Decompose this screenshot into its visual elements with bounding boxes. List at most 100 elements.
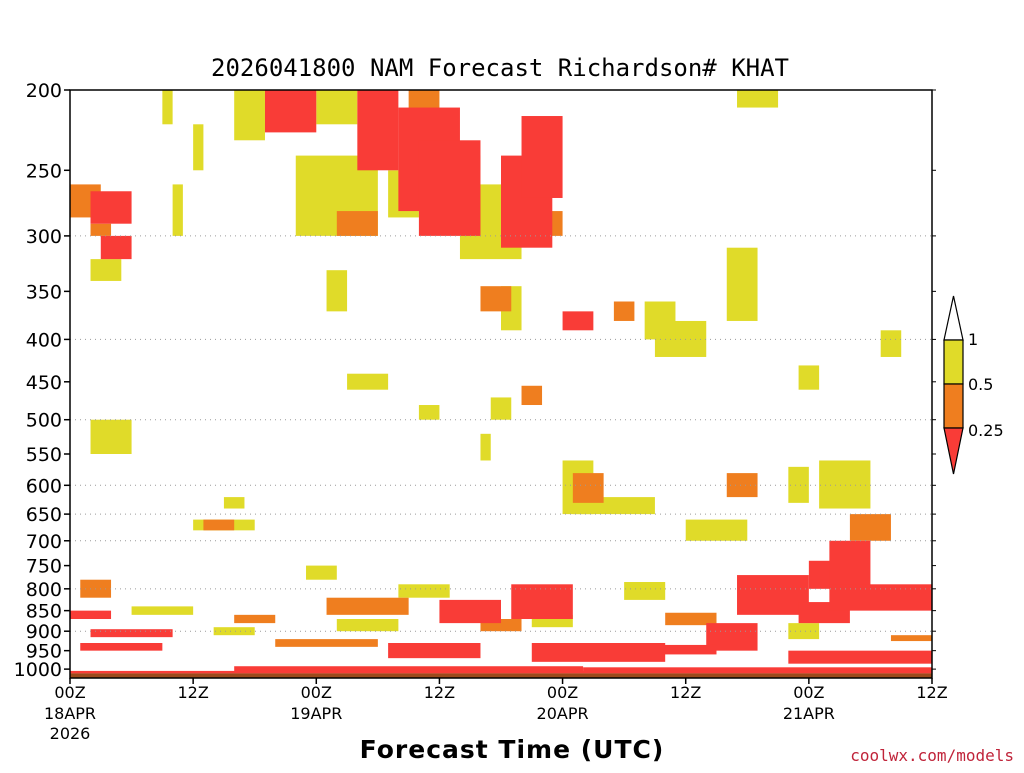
x-tick-label: 12Z [424, 683, 455, 702]
heatmap-cell [829, 584, 932, 611]
legend-label: 0.5 [968, 375, 993, 394]
heatmap-cell [162, 90, 173, 125]
heatmap-cell [306, 565, 337, 580]
x-tick-label: 00Z [793, 683, 824, 702]
y-tick-label: 650 [26, 504, 62, 526]
heatmap-cell [418, 405, 440, 420]
heatmap-cell [439, 599, 501, 624]
heatmap-cell [418, 140, 481, 236]
x-tick-label: 00Z [547, 683, 578, 702]
y-tick-label: 400 [26, 329, 62, 351]
x-tick-label: 12Z [177, 683, 208, 702]
heatmap-cell [326, 270, 348, 312]
heatmap-cell [347, 373, 389, 390]
x-tick-date: 21APR [783, 704, 835, 723]
heatmap-cell [172, 184, 183, 236]
footer-credit: coolwx.com/models [850, 746, 1014, 765]
heatmap-cell [798, 365, 820, 390]
legend-arrow-top [943, 295, 964, 341]
heatmap-cell [326, 597, 409, 615]
heatmap-cell [531, 643, 666, 662]
heatmap-cell [234, 90, 265, 141]
y-tick-label: 1000 [14, 659, 62, 681]
heatmap-cell [70, 670, 932, 674]
plot-frame [69, 89, 933, 679]
y-tick-label: 200 [26, 80, 62, 102]
heatmap-cell [521, 385, 543, 406]
heatmap-cell [880, 330, 902, 357]
heatmap-cell [665, 612, 717, 626]
heatmap-cell [726, 247, 758, 321]
legend-label: 1 [968, 330, 978, 349]
heatmap-cell [398, 584, 450, 598]
colorbar-legend: 1 0.5 0.25 [943, 295, 1004, 475]
x-tick-date: 20APR [537, 704, 589, 723]
heatmap-cell [849, 514, 891, 541]
y-tick-label: 300 [26, 226, 62, 248]
y-tick-label: 850 [26, 601, 62, 623]
heatmap-cell [634, 644, 717, 655]
y-tick-label: 350 [26, 281, 62, 303]
heatmap-cell [336, 211, 378, 236]
legend-arrow-bottom [943, 427, 964, 475]
heatmap-cell [613, 301, 635, 321]
y-tick-label: 450 [26, 372, 62, 394]
y-axis: 200 250 300 350 400 450 500 550 600 650 700 7508008… [14, 80, 936, 681]
heatmap-cell [788, 466, 809, 503]
heatmap-cell [357, 90, 399, 171]
x-tick-date: 18APR [44, 704, 96, 723]
heatmap-cell [264, 90, 317, 133]
heatmap-cell [480, 433, 491, 461]
heatmap-cell [193, 124, 204, 171]
heatmap-cell [388, 643, 481, 659]
heatmap-cell [316, 90, 358, 125]
heatmap-cell [480, 286, 512, 312]
x-tick-label: 12Z [670, 683, 701, 702]
heatmap-cell [726, 473, 758, 498]
x-tick-label: 12Z [916, 683, 947, 702]
heatmap-cell [213, 627, 255, 636]
heatmap-cell [70, 610, 112, 620]
y-tick-label: 550 [26, 444, 62, 466]
heatmap-cell [275, 639, 378, 647]
plot-area [69, 89, 933, 679]
x-tick-year: 2026 [50, 724, 91, 743]
heatmap-cell [131, 606, 194, 615]
heatmap-cell [336, 619, 399, 632]
y-tick-label: 800 [26, 579, 62, 601]
heatmap-cell [644, 301, 676, 340]
y-tick-label: 600 [26, 475, 62, 497]
heatmap-cell [624, 582, 666, 600]
heatmap-cell [685, 519, 748, 541]
x-tick-label: 00Z [54, 683, 85, 702]
heatmap-cell [203, 519, 235, 531]
x-tick-date: 19APR [290, 704, 342, 723]
heatmap-cell [234, 666, 584, 672]
heatmap-cell [521, 116, 563, 198]
heatmap-cell [90, 259, 122, 281]
chart-title: 2026041800 NAM Forecast Richardson# KHAT [211, 54, 789, 82]
heatmap-cell [737, 90, 779, 108]
heatmap-cell [223, 497, 245, 509]
heatmap-cells [70, 90, 932, 674]
heatmap-cell [572, 473, 604, 503]
x-axis-label: Forecast Time (UTC) [360, 735, 665, 764]
heatmap-cell [90, 191, 132, 224]
y-tick-label: 700 [26, 531, 62, 553]
heatmap-cell [890, 635, 932, 642]
heatmap-cell [819, 460, 871, 509]
heatmap-cell [90, 419, 132, 454]
y-tick-label: 900 [26, 621, 62, 643]
heatmap-cell [788, 623, 820, 640]
heatmap-cell [90, 629, 173, 638]
heatmap-cell [90, 223, 112, 236]
heatmap-cell [788, 650, 932, 664]
x-tick-label: 00Z [301, 683, 332, 702]
y-tick-label: 250 [26, 160, 62, 182]
legend-swatch-orange [943, 383, 964, 429]
heatmap-cell [100, 235, 132, 260]
ground-surface [70, 673, 932, 678]
heatmap-cell [234, 614, 276, 624]
